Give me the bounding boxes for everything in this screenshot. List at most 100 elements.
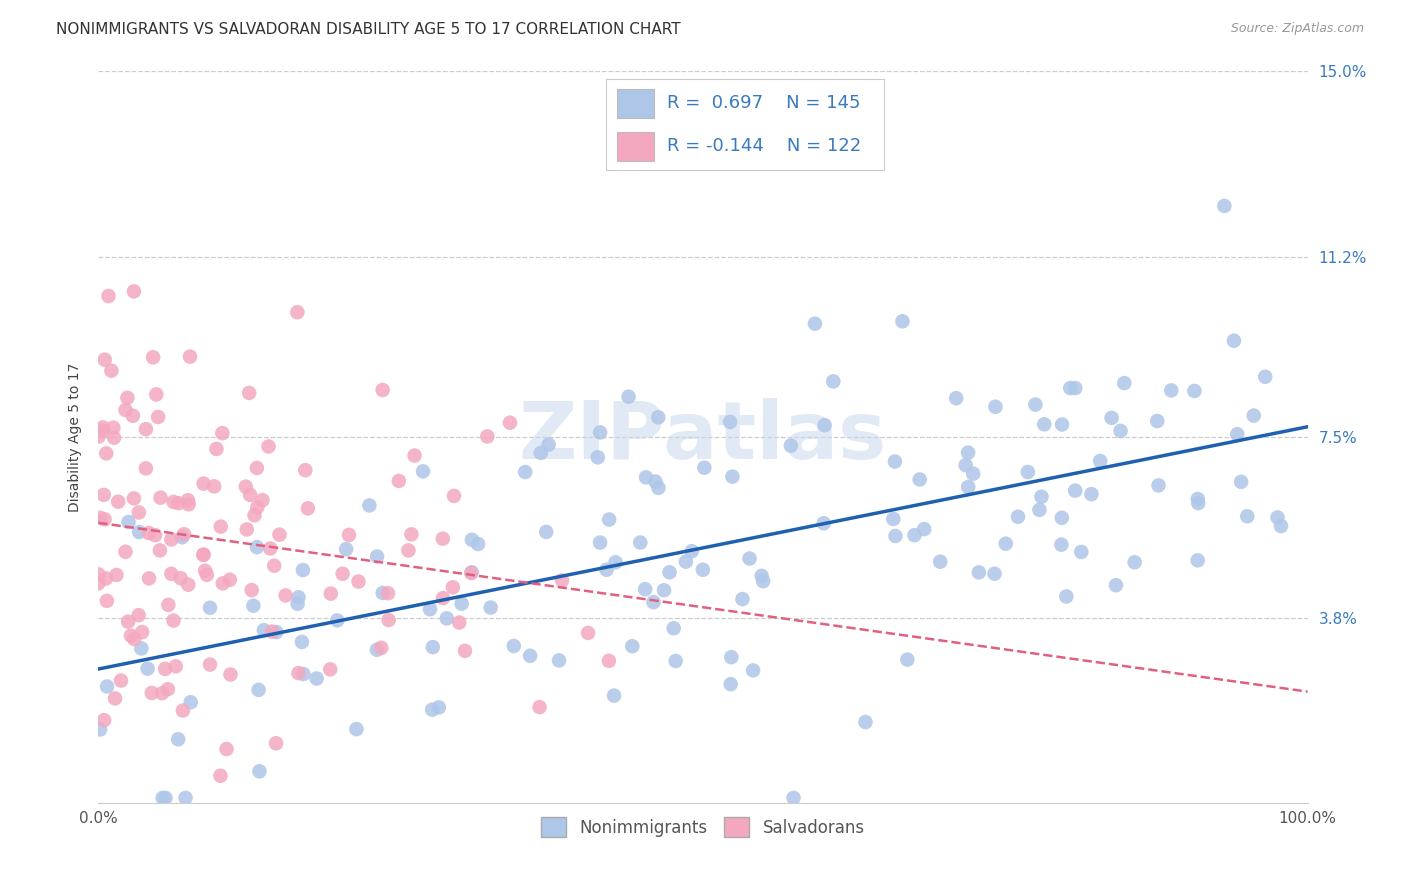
Point	[285, 305, 308, 319]
Point	[983, 566, 1005, 581]
Point	[718, 415, 741, 429]
Point	[97, 289, 120, 303]
Point	[103, 420, 125, 434]
Point	[211, 426, 233, 441]
Point	[396, 543, 419, 558]
Point	[1088, 454, 1111, 468]
Point	[467, 537, 489, 551]
Point	[93, 352, 115, 367]
Point	[1064, 483, 1087, 498]
Point	[548, 653, 571, 667]
Point	[332, 566, 354, 581]
Point	[96, 571, 118, 585]
Point	[100, 364, 122, 378]
Point	[1223, 334, 1246, 348]
Point	[738, 551, 761, 566]
Y-axis label: Disability Age 5 to 17: Disability Age 5 to 17	[67, 362, 82, 512]
Point	[193, 476, 215, 491]
Point	[167, 496, 190, 510]
Point	[264, 736, 287, 750]
Point	[1064, 381, 1087, 395]
Point	[114, 545, 136, 559]
Point	[305, 672, 328, 686]
Point	[120, 629, 142, 643]
Point	[218, 573, 240, 587]
Point	[319, 662, 342, 676]
Point	[855, 714, 877, 729]
Point	[157, 598, 180, 612]
Point	[96, 446, 118, 460]
Point	[103, 431, 125, 445]
Point	[246, 540, 269, 554]
Point	[443, 489, 465, 503]
Point	[172, 704, 194, 718]
Point	[530, 446, 553, 460]
Point	[731, 592, 754, 607]
Point	[211, 576, 233, 591]
Point	[215, 742, 238, 756]
Point	[169, 571, 191, 585]
Point	[156, 682, 179, 697]
Point	[628, 535, 651, 549]
Point	[165, 659, 187, 673]
Point	[576, 626, 599, 640]
Point	[173, 527, 195, 541]
Point	[994, 537, 1017, 551]
Point	[162, 614, 184, 628]
Point	[388, 474, 411, 488]
Point	[91, 424, 114, 438]
Point	[177, 578, 200, 592]
Point	[142, 351, 165, 365]
Point	[249, 764, 271, 779]
Point	[96, 594, 118, 608]
Point	[1101, 410, 1123, 425]
Point	[1146, 414, 1168, 428]
Point	[1254, 369, 1277, 384]
Point	[335, 542, 357, 557]
Point	[634, 582, 657, 597]
Point	[253, 623, 276, 637]
Point	[1226, 427, 1249, 442]
Point	[896, 652, 918, 666]
Point	[499, 416, 522, 430]
Point	[401, 527, 423, 541]
Point	[326, 613, 349, 627]
Point	[128, 505, 150, 519]
Point	[720, 650, 742, 665]
Point	[1236, 509, 1258, 524]
Point	[432, 532, 454, 546]
Point	[247, 682, 270, 697]
Point	[114, 403, 136, 417]
Point	[93, 713, 115, 727]
Point	[257, 440, 280, 454]
Point	[1184, 384, 1206, 398]
Point	[823, 375, 845, 389]
Point	[652, 583, 675, 598]
Point	[235, 480, 257, 494]
Point	[884, 454, 907, 468]
Point	[287, 591, 309, 605]
Point	[1105, 578, 1128, 592]
Point	[1213, 199, 1236, 213]
Point	[177, 493, 200, 508]
Point	[1160, 384, 1182, 398]
Point	[371, 383, 394, 397]
Point	[287, 597, 309, 611]
Point	[346, 722, 368, 736]
Point	[209, 519, 232, 533]
Point	[681, 544, 703, 558]
Point	[377, 613, 399, 627]
Point	[945, 391, 967, 405]
Point	[882, 512, 904, 526]
Point	[269, 527, 291, 541]
Point	[427, 700, 450, 714]
Point	[422, 640, 444, 654]
Point	[246, 500, 269, 515]
Point	[929, 555, 952, 569]
Point	[1187, 491, 1209, 506]
Point	[96, 680, 118, 694]
Point	[174, 791, 197, 805]
Point	[1243, 409, 1265, 423]
Point	[180, 695, 202, 709]
Point	[242, 599, 264, 613]
